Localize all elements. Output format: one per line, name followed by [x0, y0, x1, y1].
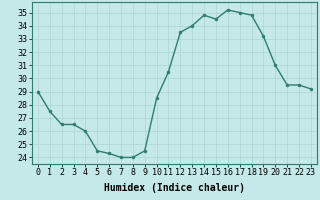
X-axis label: Humidex (Indice chaleur): Humidex (Indice chaleur) — [104, 183, 245, 193]
